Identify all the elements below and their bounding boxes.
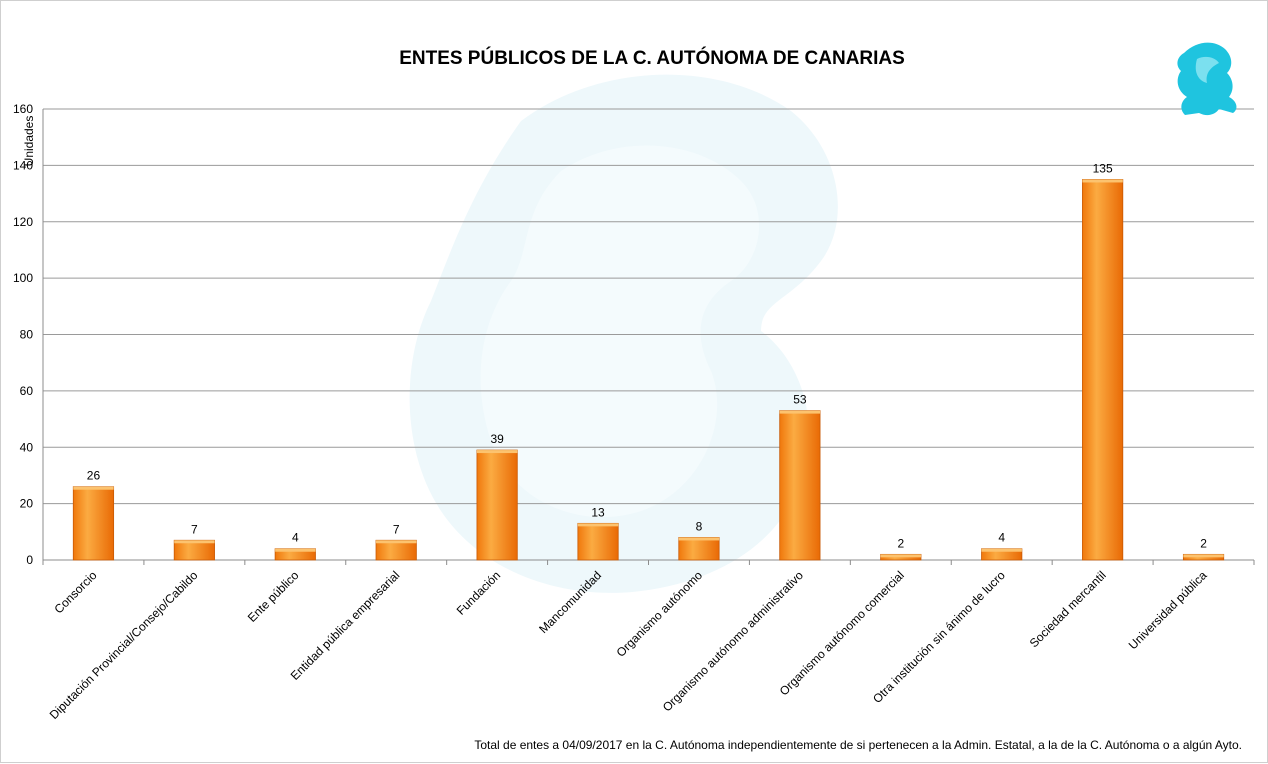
x-category-label: Fundación <box>454 568 504 618</box>
x-category-label: Sociedad mercantil <box>1027 568 1109 650</box>
y-tick-label: 0 <box>26 553 33 567</box>
data-label: 7 <box>393 522 400 536</box>
data-label: 4 <box>998 531 1005 545</box>
data-label: 13 <box>591 505 605 519</box>
y-axis-tick-labels: 0 20 40 60 80 100 120 140 160 <box>13 102 33 567</box>
data-label: 7 <box>191 522 198 536</box>
bars <box>72 179 1225 561</box>
y-tick-label: 160 <box>13 102 33 116</box>
y-tick-label: 60 <box>20 384 34 398</box>
data-label: 135 <box>1093 161 1113 175</box>
data-label: 8 <box>696 519 703 533</box>
bar <box>678 537 720 561</box>
data-label: 39 <box>490 432 504 446</box>
bar-highlight <box>476 450 518 454</box>
data-label: 4 <box>292 531 299 545</box>
bar-highlight <box>981 548 1022 552</box>
data-label: 2 <box>1200 536 1207 550</box>
data-label: 26 <box>87 469 101 483</box>
bar-highlight <box>678 537 720 541</box>
y-tick-label: 100 <box>13 271 33 285</box>
bar-highlight <box>1183 554 1224 558</box>
x-category-label: Ente público <box>245 568 302 625</box>
bar <box>72 486 115 561</box>
x-category-label: Consorcio <box>51 568 99 616</box>
bar-highlight <box>779 410 821 414</box>
y-axis-title: Unidades <box>22 116 36 167</box>
footnote: Total de entes a 04/09/2017 en la C. Aut… <box>474 738 1242 752</box>
chart-title: ENTES PÚBLICOS DE LA C. AUTÓNOMA DE CANA… <box>399 47 905 69</box>
griffin-watermark <box>409 74 838 593</box>
data-label: 2 <box>897 536 904 550</box>
y-tick-label: 40 <box>20 440 34 454</box>
bar-highlight <box>174 540 215 544</box>
bar-highlight <box>376 540 417 544</box>
y-tick-label: 140 <box>13 158 33 172</box>
bar <box>779 410 821 561</box>
y-tick-label: 80 <box>20 328 34 342</box>
bar-highlight <box>577 523 619 527</box>
bar-highlight <box>275 548 316 552</box>
bar-highlight <box>73 486 114 490</box>
griffin-logo-icon <box>1177 42 1237 116</box>
bar <box>476 449 518 561</box>
bar <box>577 522 619 561</box>
data-label: 53 <box>793 393 807 407</box>
x-category-label: Entidad pública empresarial <box>288 568 403 683</box>
bar-highlight <box>1082 179 1123 183</box>
y-tick-label: 20 <box>20 497 34 511</box>
data-labels: 26 7 4 7 39 13 8 53 2 4 135 2 <box>87 161 1207 550</box>
bar <box>1082 179 1124 561</box>
x-category-label: Universidad pública <box>1126 568 1210 652</box>
gridlines <box>42 108 1255 565</box>
y-tick-label: 120 <box>13 215 33 229</box>
bar-highlight <box>880 554 921 558</box>
